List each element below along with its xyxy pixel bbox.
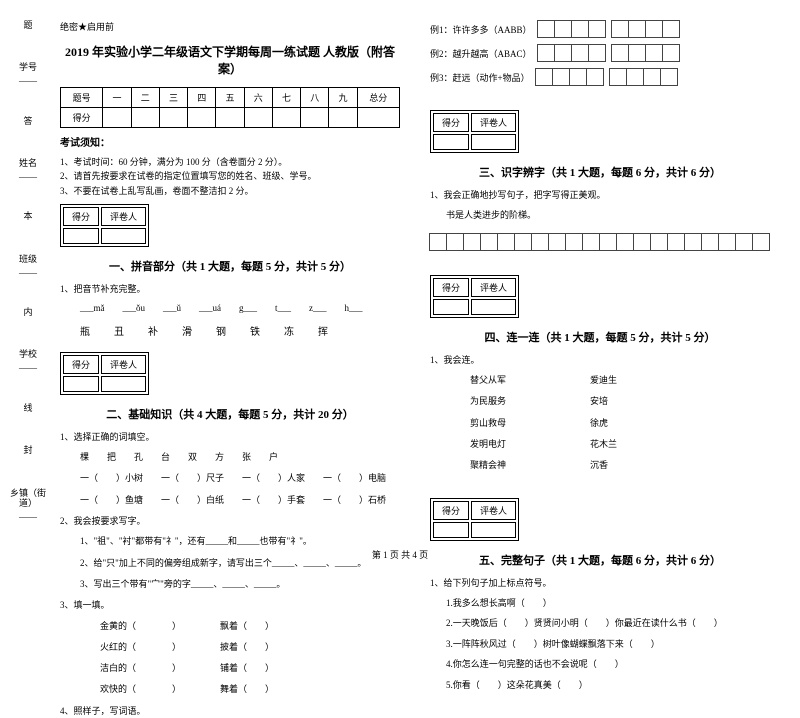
notice-item: 3、不要在试卷上乱写乱画，卷面不整洁扣 2 分。 bbox=[60, 184, 400, 198]
margin-label: 内 bbox=[23, 307, 32, 318]
pair-row: 欢快的（ ）舞着（ ） bbox=[60, 682, 400, 697]
fill-line: 3、写出三个带有"宀"旁的字_____、_____、_____。 bbox=[60, 577, 400, 592]
grader-label: 评卷人 bbox=[471, 113, 516, 132]
page-footer: 第 1 页 共 4 页 bbox=[0, 548, 800, 561]
notice-item: 1、考试时间：60 分钟，满分为 100 分（含卷面分 2 分）。 bbox=[60, 155, 400, 169]
q5-line: 2.一天晚饭后（ ）贤贤问小明（ ）你最近在读什么书（ ） bbox=[430, 616, 770, 630]
col-header: 五 bbox=[216, 88, 244, 108]
col-header: 题号 bbox=[61, 88, 103, 108]
q2-1: 1、选择正确的词填空。 bbox=[60, 430, 400, 444]
margin-label: 本 bbox=[23, 211, 32, 222]
q5-line: 5.你看（ ）这朵花真美（ ） bbox=[430, 678, 770, 692]
pair-row: 火红的（ ）披着（ ） bbox=[60, 640, 400, 655]
score-table: 题号 一 二 三 四 五 六 七 八 九 总分 得分 bbox=[60, 87, 400, 128]
margin-label: 班级____ bbox=[19, 254, 37, 276]
pair-row: 洁白的（ ）铺着（ ） bbox=[60, 661, 400, 676]
section-3-title: 三、识字辨字（共 1 大题，每题 6 分，共计 6 分） bbox=[430, 164, 770, 180]
margin-label: 封 bbox=[23, 445, 32, 456]
q3-text: 书是人类进步的阶梯。 bbox=[430, 208, 770, 222]
section-4-title: 四、连一连（共 1 大题，每题 5 分，共计 5 分） bbox=[430, 329, 770, 345]
score-label: 得分 bbox=[433, 501, 469, 520]
score-grader-box: 得分评卷人 bbox=[430, 110, 519, 153]
col-header: 四 bbox=[188, 88, 216, 108]
match-row: 替父从军爱迪生 bbox=[430, 373, 770, 388]
fill-options: 棵 把 孔 台 双 方 张 户 bbox=[60, 450, 400, 465]
score-grader-box: 得分评卷人 bbox=[60, 352, 149, 395]
q4-stem: 1、我会连。 bbox=[430, 353, 770, 367]
exam-title: 2019 年实验小学二年级语文下学期每周一练试题 人教版（附答案） bbox=[60, 43, 400, 77]
q2-4: 4、照样子，写词语。 bbox=[60, 704, 400, 718]
margin-label: 姓名____ bbox=[19, 158, 37, 180]
fill-blanks: 一（ ）鱼塘 一（ ）白纸 一（ ）手套 一（ ）石桥 bbox=[60, 493, 400, 508]
q5-line: 4.你怎么连一句完整的话也不会说呢（ ） bbox=[430, 657, 770, 671]
q5-line: 3.一阵阵秋风过（ ）树叶像蝴蝶飘落下来（ ） bbox=[430, 637, 770, 651]
match-row: 为民服务安培 bbox=[430, 394, 770, 409]
score-grader-box: 得分评卷人 bbox=[60, 204, 149, 247]
grader-label: 评卷人 bbox=[471, 278, 516, 297]
binding-margin: 题 学号____ 答 姓名____ 本 班级____ 内 学校____ 线 封 … bbox=[8, 20, 48, 520]
section-1-title: 一、拼音部分（共 1 大题，每题 5 分，共计 5 分） bbox=[60, 258, 400, 274]
col-header: 七 bbox=[272, 88, 300, 108]
grader-label: 评卷人 bbox=[101, 355, 146, 374]
score-grader-box: 得分评卷人 bbox=[430, 275, 519, 318]
writing-grid bbox=[430, 233, 770, 251]
score-label: 得分 bbox=[433, 278, 469, 297]
match-row: 发明电灯花木兰 bbox=[430, 437, 770, 452]
margin-label: 学校____ bbox=[19, 349, 37, 371]
q5-stem: 1、给下列句子加上标点符号。 bbox=[430, 576, 770, 590]
notice-list: 1、考试时间：60 分钟，满分为 100 分（含卷面分 2 分）。 2、请首先按… bbox=[60, 155, 400, 198]
pinyin-row: ___mǎ___ǒu___ǔ___uág___t___z___h___ bbox=[80, 303, 400, 313]
q5-line: 1.我多么想长高啊（ ） bbox=[430, 596, 770, 610]
margin-label: 答 bbox=[23, 116, 32, 127]
col-header: 二 bbox=[131, 88, 159, 108]
char-row: 瓶丑补滑钢铁冻挥 bbox=[80, 323, 400, 338]
example-3: 例3：赶远（动作+物品） bbox=[430, 68, 770, 86]
col-header: 八 bbox=[301, 88, 329, 108]
margin-label: 线 bbox=[23, 403, 32, 414]
left-column: 绝密★启用前 2019 年实验小学二年级语文下学期每周一练试题 人教版（附答案）… bbox=[60, 20, 400, 540]
margin-label: 乡镇（街道）____ bbox=[8, 488, 48, 520]
match-row: 聚精会神沉香 bbox=[430, 458, 770, 473]
match-row: 剪山救母徐虎 bbox=[430, 416, 770, 431]
q2-3: 3、填一填。 bbox=[60, 598, 400, 612]
grader-label: 评卷人 bbox=[471, 501, 516, 520]
fill-blanks: 一（ ）小树 一（ ）尺子 一（ ）人家 一（ ）电脑 bbox=[60, 471, 400, 486]
score-label: 得分 bbox=[63, 207, 99, 226]
q1-stem: 1、把音节补充完整。 bbox=[60, 282, 400, 296]
notice-title: 考试须知： bbox=[60, 134, 400, 149]
example-1: 例1：许许多多（AABB） bbox=[430, 20, 770, 38]
notice-item: 2、请首先按要求在试卷的指定位置填写您的姓名、班级、学号。 bbox=[60, 169, 400, 183]
col-header: 九 bbox=[329, 88, 357, 108]
grader-label: 评卷人 bbox=[101, 207, 146, 226]
score-label: 得分 bbox=[433, 113, 469, 132]
col-header: 一 bbox=[103, 88, 131, 108]
score-grader-box: 得分评卷人 bbox=[430, 498, 519, 541]
q3-stem: 1、我会正确地抄写句子，把字写得正美观。 bbox=[430, 188, 770, 202]
pair-row: 金黄的（ ）飘着（ ） bbox=[60, 619, 400, 634]
example-2: 例2：越升越高（ABAC） bbox=[430, 44, 770, 62]
q2-2: 2、我会按要求写字。 bbox=[60, 514, 400, 528]
col-header: 三 bbox=[159, 88, 187, 108]
col-header: 总分 bbox=[357, 88, 399, 108]
margin-label: 学号____ bbox=[19, 62, 37, 84]
col-header: 六 bbox=[244, 88, 272, 108]
section-2-title: 二、基础知识（共 4 大题，每题 5 分，共计 20 分） bbox=[60, 406, 400, 422]
right-column: 例1：许许多多（AABB） 例2：越升越高（ABAC） 例3：赶远（动作+物品）… bbox=[430, 20, 770, 540]
margin-label: 题 bbox=[23, 20, 32, 31]
confidential-note: 绝密★启用前 bbox=[60, 20, 400, 33]
score-label: 得分 bbox=[63, 355, 99, 374]
score-row-label: 得分 bbox=[61, 108, 103, 128]
